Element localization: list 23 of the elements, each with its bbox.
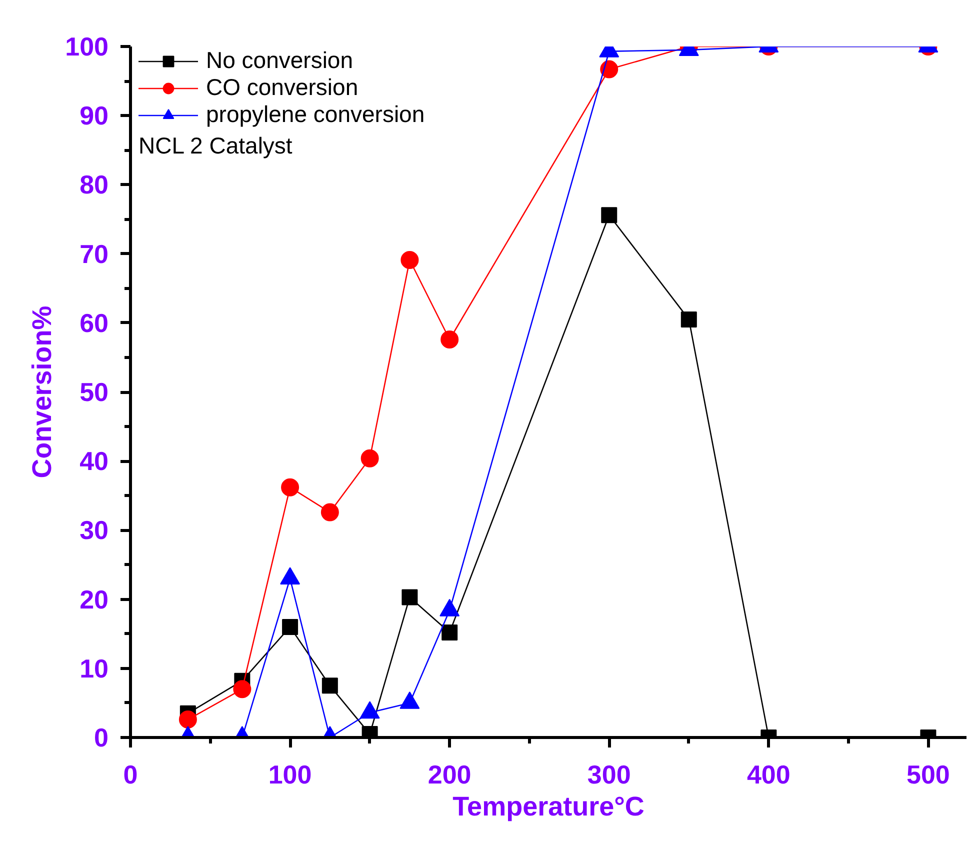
legend-label: No conversion bbox=[206, 47, 354, 74]
x-tick-label: 400 bbox=[746, 760, 790, 790]
x-tick-label: 500 bbox=[906, 760, 950, 790]
x-tick-label: 200 bbox=[428, 760, 472, 790]
legend-label: CO conversion bbox=[206, 74, 358, 101]
y-tick-label: 100 bbox=[65, 32, 109, 62]
x-axis-title: Temperature°C bbox=[452, 792, 644, 822]
y-tick-label: 20 bbox=[80, 584, 108, 614]
y-tick-label: 40 bbox=[80, 446, 108, 476]
y-tick-label: 0 bbox=[94, 722, 109, 752]
y-tick-label: 10 bbox=[80, 653, 108, 684]
y-tick-label: 90 bbox=[80, 100, 108, 131]
annotation: NCL 2 Catalyst bbox=[138, 132, 293, 158]
x-tick-label: 300 bbox=[587, 760, 631, 790]
y-tick-label: 80 bbox=[80, 170, 108, 200]
x-tick-label: 100 bbox=[268, 760, 312, 790]
legend-label: propylene conversion bbox=[206, 101, 425, 128]
y-tick-label: 30 bbox=[80, 515, 108, 546]
y-tick-label: 50 bbox=[80, 377, 108, 407]
y-tick-label: 70 bbox=[80, 238, 108, 269]
y-axis-title: Conversion% bbox=[27, 306, 58, 478]
y-tick-label: 60 bbox=[80, 308, 108, 338]
x-tick-label: 0 bbox=[123, 760, 138, 790]
